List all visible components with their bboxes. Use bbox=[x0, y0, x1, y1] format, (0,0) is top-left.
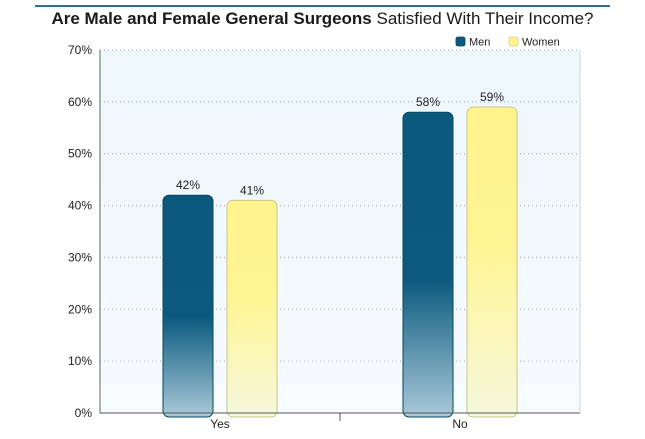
chart-title-normal: Satisfied With Their Income? bbox=[371, 9, 594, 28]
y-tick-label: 50% bbox=[68, 147, 92, 161]
y-axis: 0% 10% 20% 30% 40% 50% 60% 70% bbox=[68, 43, 101, 420]
y-tick-label: 20% bbox=[68, 302, 92, 316]
x-tick-label: No bbox=[452, 417, 468, 431]
chart-title: Are Male and Female General Surgeons Sat… bbox=[0, 9, 645, 29]
data-label: 41% bbox=[240, 183, 264, 197]
bar-women-no bbox=[466, 106, 518, 418]
data-label: 42% bbox=[176, 178, 200, 192]
legend: Men Women bbox=[455, 36, 560, 49]
y-tick-label: 60% bbox=[68, 95, 92, 109]
y-tick-label: 0% bbox=[75, 406, 93, 420]
legend-label-men: Men bbox=[469, 37, 490, 49]
x-axis: Yes No bbox=[100, 50, 581, 431]
bars: 42% 41% 58% 59% bbox=[162, 90, 518, 418]
y-tick-label: 30% bbox=[68, 250, 92, 264]
y-tick-label: 10% bbox=[68, 354, 92, 368]
bar-women-yes bbox=[226, 199, 278, 418]
x-tick-label: Yes bbox=[210, 417, 230, 431]
bar-men-no bbox=[402, 111, 454, 418]
legend-swatch-women bbox=[508, 36, 519, 47]
data-label: 59% bbox=[480, 90, 504, 104]
y-tick-label: 70% bbox=[68, 43, 92, 57]
bar-men-yes bbox=[162, 194, 214, 418]
data-label: 58% bbox=[416, 95, 440, 109]
chart-title-bold: Are Male and Female General Surgeons bbox=[51, 9, 372, 28]
legend-label-women: Women bbox=[522, 37, 560, 49]
legend-swatch-men bbox=[455, 36, 466, 47]
y-tick-label: 40% bbox=[68, 199, 92, 213]
title-rule bbox=[35, 5, 610, 7]
